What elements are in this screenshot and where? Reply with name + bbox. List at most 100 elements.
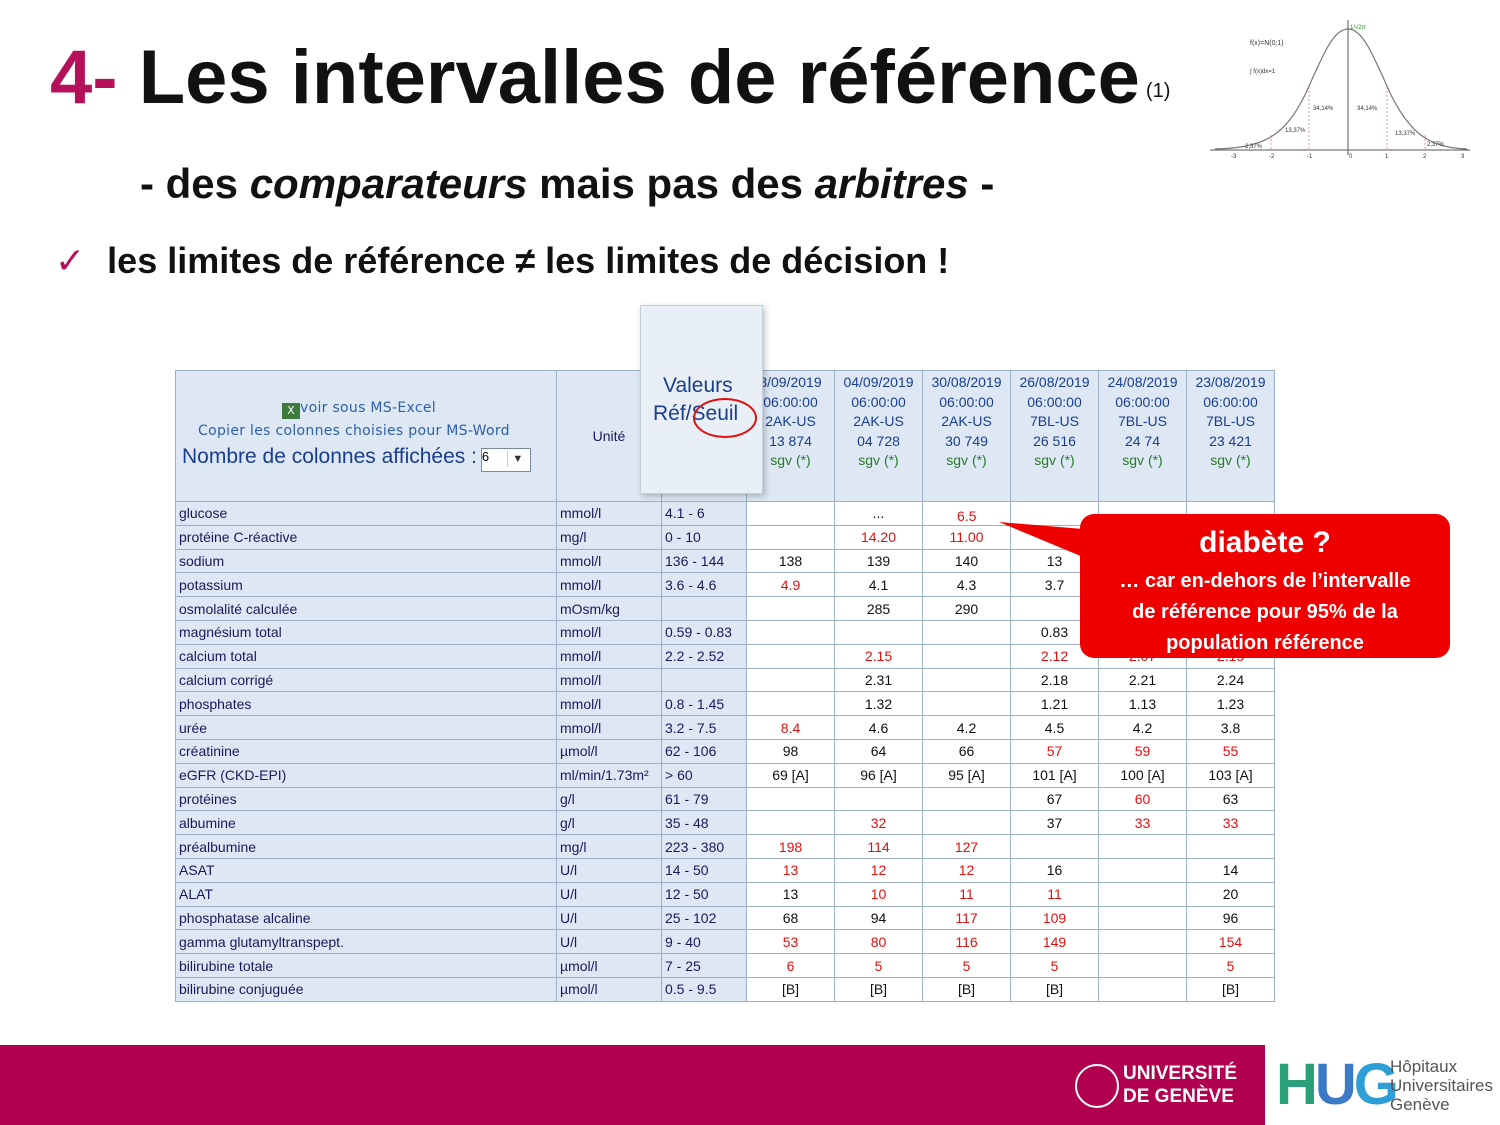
test-name-cell: calcium corrigé — [175, 667, 557, 693]
value-cell — [746, 596, 835, 621]
value-cell: 98 — [746, 738, 835, 764]
value-cell — [1098, 905, 1187, 931]
value-cell — [1010, 834, 1099, 859]
reference-range-cell: > 60 — [661, 762, 747, 788]
value-cell: 101 [A] — [1010, 762, 1099, 788]
reference-range-cell: 7 - 25 — [661, 953, 747, 978]
pct-label: 13,37% — [1395, 131, 1416, 137]
value-cell — [1098, 929, 1187, 955]
test-name-cell: albumine — [175, 810, 557, 836]
value-cell: 4.5 — [1010, 715, 1099, 740]
test-name-cell: phosphates — [175, 691, 557, 717]
unit-cell: U/l — [556, 857, 662, 883]
date-column-header[interactable]: 26/08/2019 06:00:00 7BL-US 26 516 sgv (*) — [1010, 370, 1099, 502]
callout-body: … car en-dehors de l’intervalle de référ… — [1080, 566, 1450, 659]
unit-cell: mmol/l — [556, 501, 662, 526]
value-cell: 95 [A] — [922, 762, 1011, 788]
date-header-site: 2AK-US — [853, 413, 904, 429]
title-text: Les intervalles de référence — [138, 35, 1140, 120]
callout-line: de référence pour 95% de la — [1132, 601, 1398, 623]
date-column-header[interactable]: 30/08/2019 06:00:00 2AK-US 30 749 sgv (*) — [922, 370, 1011, 502]
columns-count-select[interactable]: 6 ▼ — [480, 447, 531, 472]
date-column-header[interactable]: 23/08/2019 06:00:00 7BL-US 23 421 sgv (*) — [1186, 370, 1275, 502]
abnormal-value-cell: 5 — [1010, 953, 1099, 978]
normal-distribution-figure: f(x)=N(0;1) ∫ f(x)dx=1 1/√2π 34,14% 34,1… — [1210, 20, 1470, 160]
date-column-header[interactable]: 24/08/2019 06:00:00 7BL-US 24 74 sgv (*) — [1098, 370, 1187, 502]
value-cell: 96 [A] — [834, 762, 923, 788]
test-name-cell: protéine C-réactive — [175, 524, 557, 550]
abnormal-value-cell: 114 — [834, 834, 923, 859]
table-row: phosphatase alcaline U/l 25 - 102 68 94 117 10… — [175, 905, 1275, 931]
value-cell: 1.23 — [1186, 691, 1275, 717]
unit-cell: mg/l — [556, 524, 662, 550]
test-name-cell: bilirubine totale — [175, 953, 557, 978]
value-cell: 14 — [1186, 857, 1275, 883]
reference-range-cell: 136 - 144 — [661, 548, 747, 574]
test-name-cell: eGFR (CKD-EPI) — [175, 762, 557, 788]
reference-range-cell: 4.1 - 6 — [661, 501, 747, 526]
date-header-date: 24/08/2019 — [1107, 374, 1178, 390]
abnormal-value-cell: 11 — [1010, 881, 1099, 907]
value-cell: 96 — [1186, 905, 1275, 931]
abnormal-value-cell: 57 — [1010, 738, 1099, 764]
abnormal-value-cell: 12 — [834, 857, 923, 883]
abnormal-value-cell: 32 — [834, 810, 923, 836]
columns-count-label: Nombre de colonnes affichées : — [182, 445, 477, 469]
abnormal-value-cell: 10 — [834, 881, 923, 907]
test-name-cell: gamma glutamyltranspept. — [175, 929, 557, 955]
unige-seal-icon — [1075, 1064, 1119, 1108]
curve-tick: 3 — [1461, 154, 1465, 160]
abnormal-value-cell: 13 — [746, 857, 835, 883]
unit-cell: µmol/l — [556, 976, 662, 1002]
lab-results-body: glucose mmol/l 4.1 - 6... protéine C-réacti… — [175, 501, 1275, 1002]
reference-range-cell: 3.2 - 7.5 — [661, 715, 747, 740]
curve-tick: 1 — [1385, 154, 1389, 160]
test-name-cell: glucose — [175, 501, 557, 526]
reference-range-cell: 61 - 79 — [661, 786, 747, 812]
copy-columns-link[interactable]: Copier les colonnes choisies pour MS-Wor… — [198, 423, 510, 440]
value-cell — [1098, 953, 1187, 978]
reference-range-cell — [661, 596, 747, 621]
pct-label: 34,14% — [1357, 106, 1378, 112]
test-name-cell: protéines — [175, 786, 557, 812]
subtitle-emphasis: arbitres — [814, 160, 969, 207]
date-header-date: 04/09/2019 — [843, 374, 914, 390]
abnormal-value-cell: 149 — [1010, 929, 1099, 955]
unit-cell: mmol/l — [556, 667, 662, 693]
value-cell: 285 — [834, 596, 923, 621]
pct-label: 13,37% — [1285, 128, 1306, 134]
date-header-sgv: sgv (*) — [1122, 452, 1163, 468]
curve-tick: -1 — [1307, 154, 1313, 160]
table-row: bilirubine totale µmol/l 7 - 25 6 5 5 5 5 — [175, 953, 1275, 978]
hug-logo: HUG Hôpitaux Universitaires Genève — [1270, 1045, 1500, 1125]
table-row: calcium corrigé mmol/l 2.31 2.18 2.21 2.24 — [175, 667, 1275, 693]
test-name-cell: sodium — [175, 548, 557, 574]
date-header-id: 26 516 — [1033, 432, 1076, 449]
abnormal-value-cell: 14.20 — [834, 524, 923, 550]
abnormal-value-cell: 8.4 — [746, 715, 835, 740]
value-cell — [1186, 834, 1275, 859]
value-cell — [922, 643, 1011, 669]
value-cell — [746, 501, 835, 526]
abnormal-value-cell: 60 — [1098, 786, 1187, 812]
value-cell — [746, 810, 835, 836]
abnormal-value-cell: 109 — [1010, 905, 1099, 931]
value-cell: 139 — [834, 548, 923, 574]
date-header-time: 06:00:00 — [1203, 393, 1258, 410]
value-cell: 16 — [1010, 857, 1099, 883]
abnormal-value-cell: 55 — [1186, 738, 1275, 764]
callout-line: … car en-dehors de l’intervalle — [1119, 570, 1411, 592]
table-row: créatinine µmol/l 62 - 106 98 64 66 57 59 55 — [175, 738, 1275, 764]
abnormal-value-cell: 154 — [1186, 929, 1275, 955]
diabetes-callout: diabète ? … car en-dehors de l’intervall… — [1080, 514, 1450, 658]
table-row: protéines g/l 61 - 79 67 60 63 — [175, 786, 1275, 812]
test-name-cell: créatinine — [175, 738, 557, 764]
value-cell — [746, 691, 835, 717]
title-superscript: (1) — [1145, 80, 1171, 102]
reference-range-cell: 25 - 102 — [661, 905, 747, 931]
value-cell: 63 — [1186, 786, 1275, 812]
date-column-header[interactable]: 04/09/2019 06:00:00 2AK-US 04 728 sgv (*) — [834, 370, 923, 502]
